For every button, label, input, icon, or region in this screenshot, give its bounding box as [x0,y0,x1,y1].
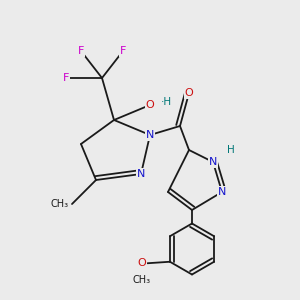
Text: N: N [209,157,217,167]
Text: O: O [146,100,154,110]
Text: CH₃: CH₃ [51,199,69,209]
Text: O: O [184,88,194,98]
Text: O: O [137,258,146,268]
Text: N: N [218,187,226,197]
Text: F: F [78,46,84,56]
Text: CH₃: CH₃ [132,275,151,285]
Text: N: N [146,130,154,140]
Text: ·H: ·H [161,97,172,107]
Text: H: H [227,145,235,155]
Text: F: F [63,73,69,83]
Text: N: N [137,169,145,179]
Text: F: F [120,46,126,56]
